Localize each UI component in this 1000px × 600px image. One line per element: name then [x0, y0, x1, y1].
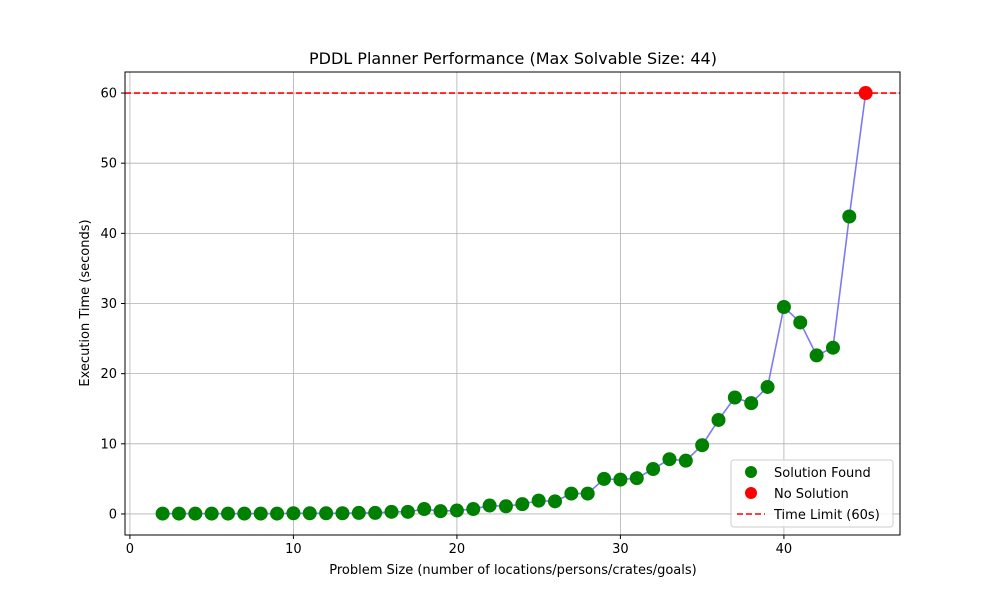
y-tick-label: 30: [100, 297, 117, 312]
solution-found-point: [302, 506, 317, 521]
grid: [125, 72, 900, 535]
legend-marker-no-solution: [745, 487, 757, 499]
solution-found-point: [155, 506, 170, 521]
y-tick-label: 40: [100, 227, 117, 242]
legend: Solution Found No Solution Time Limit (6…: [730, 459, 894, 528]
solution-found-point: [482, 498, 497, 513]
x-tick-label: 20: [449, 542, 466, 557]
solution-found-point: [319, 506, 334, 521]
y-tick-label: 60: [100, 87, 117, 102]
solution-found-point: [662, 452, 677, 467]
solution-found-point: [335, 506, 350, 521]
x-tick-label: 10: [285, 542, 302, 557]
solution-found-point: [188, 506, 203, 521]
x-tick-label: 30: [612, 542, 629, 557]
x-tick-label: 40: [776, 542, 793, 557]
solution-found-point: [417, 502, 432, 517]
no-solution-point: [858, 86, 873, 101]
solution-found-point: [842, 209, 857, 224]
solution-found-point: [613, 472, 628, 487]
solution-found-point: [221, 506, 236, 521]
solution-found-point: [793, 315, 808, 330]
legend-label-solution-found: Solution Found: [774, 466, 871, 481]
chart-title: PDDL Planner Performance (Max Solvable S…: [309, 49, 717, 68]
solution-found-point: [171, 506, 186, 521]
solution-found-point: [400, 504, 415, 519]
solution-found-point: [270, 506, 285, 521]
solution-found-point: [597, 471, 612, 486]
solution-found-point: [433, 504, 448, 519]
solution-found-point: [776, 300, 791, 315]
solution-found-point: [646, 462, 661, 477]
solution-found-point: [678, 453, 693, 468]
solution-found-point: [711, 412, 726, 427]
solution-found-point: [531, 493, 546, 508]
solution-found-point: [825, 340, 840, 355]
solution-found-point: [384, 504, 399, 519]
solution-found-point: [204, 506, 219, 521]
x-axis-label: Problem Size (number of locations/person…: [329, 563, 697, 578]
y-axis-ticks: 0 10 20 30 40 50 60: [100, 87, 125, 522]
data-markers: [155, 86, 873, 521]
solution-found-point: [564, 486, 579, 501]
solution-found-point: [498, 499, 513, 514]
solution-found-point: [515, 497, 530, 512]
solution-found-point: [449, 503, 464, 518]
legend-box: [730, 459, 894, 528]
solution-found-point: [744, 396, 759, 411]
solution-found-point: [580, 486, 595, 501]
y-tick-label: 50: [100, 157, 117, 172]
x-axis-ticks: 0 10 20 30 40: [126, 535, 792, 557]
solution-found-point: [695, 438, 710, 453]
solution-found-point: [286, 506, 301, 521]
legend-label-time-limit: Time Limit (60s): [773, 508, 880, 523]
solution-found-point: [809, 348, 824, 363]
solution-found-point: [760, 379, 775, 394]
y-tick-label: 0: [109, 507, 117, 522]
solution-found-point: [629, 471, 644, 486]
solution-found-point: [351, 505, 366, 520]
solution-found-point: [727, 390, 742, 405]
solution-found-point: [466, 502, 481, 517]
solution-found-point: [368, 505, 383, 520]
solution-found-point: [548, 494, 563, 509]
y-axis-label: Execution Time (seconds): [78, 219, 93, 386]
solution-found-point: [237, 506, 252, 521]
legend-label-no-solution: No Solution: [774, 487, 849, 502]
y-tick-label: 10: [100, 437, 117, 452]
x-tick-label: 0: [126, 542, 134, 557]
y-tick-label: 20: [100, 367, 117, 382]
solution-found-point: [253, 506, 268, 521]
legend-marker-solution-found: [745, 466, 757, 478]
